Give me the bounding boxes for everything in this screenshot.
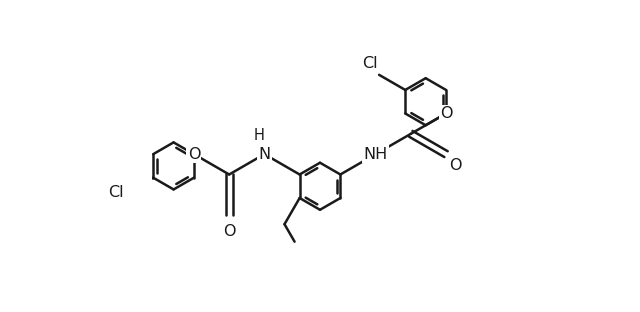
Text: O: O [188,147,200,162]
Text: NH: NH [364,147,388,162]
Text: O: O [440,106,452,121]
Text: O: O [449,158,462,173]
Text: O: O [223,224,236,239]
Text: Cl: Cl [362,56,378,71]
Text: Cl: Cl [108,185,124,200]
Text: N: N [259,147,271,162]
Text: H: H [254,128,265,143]
